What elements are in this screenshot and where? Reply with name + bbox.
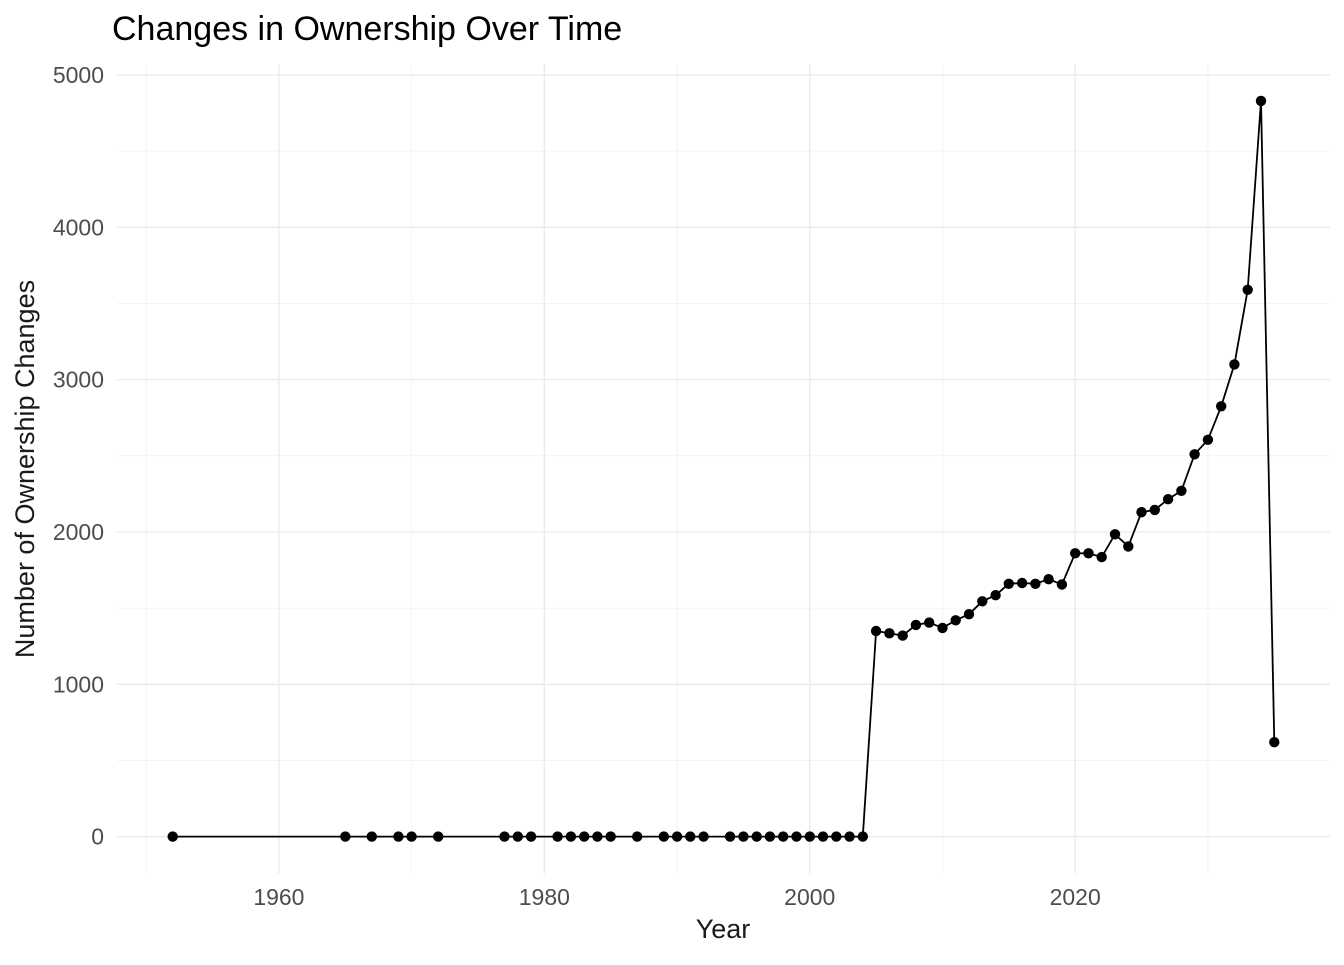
data-point bbox=[778, 831, 789, 842]
data-point bbox=[963, 609, 975, 620]
data-point bbox=[870, 625, 882, 637]
data-point bbox=[724, 831, 736, 842]
data-point bbox=[1083, 548, 1094, 559]
series-line bbox=[172, 100, 1276, 838]
data-point bbox=[565, 831, 577, 842]
data-point bbox=[340, 831, 351, 842]
data-point bbox=[950, 615, 961, 626]
gridlines-minor bbox=[117, 64, 1330, 874]
y-tick-label: 2000 bbox=[53, 519, 104, 545]
data-point bbox=[167, 831, 178, 842]
data-point bbox=[1030, 578, 1041, 589]
data-point bbox=[1123, 541, 1134, 552]
x-axis-title: Year bbox=[696, 914, 751, 944]
data-point bbox=[671, 831, 683, 842]
data-point bbox=[1016, 577, 1028, 589]
data-point bbox=[499, 831, 510, 842]
y-axis-tick-labels: 0 1000 2000 3000 4000 5000 bbox=[53, 62, 104, 850]
data-point bbox=[698, 831, 709, 842]
data-point bbox=[1043, 574, 1054, 585]
x-axis-tick-labels: 1960 1980 2000 2020 bbox=[253, 884, 1100, 910]
y-tick-label: 5000 bbox=[53, 62, 104, 88]
data-point bbox=[1070, 548, 1081, 559]
data-point bbox=[791, 831, 802, 842]
data-point bbox=[937, 622, 948, 634]
data-point bbox=[884, 628, 895, 639]
data-point bbox=[1242, 284, 1253, 295]
chart-title: Changes in Ownership Over Time bbox=[112, 10, 622, 48]
x-tick-label: 2000 bbox=[784, 884, 835, 910]
data-point bbox=[990, 590, 1001, 601]
data-point bbox=[1149, 504, 1161, 516]
data-point bbox=[1056, 579, 1068, 590]
data-series bbox=[167, 95, 1280, 842]
data-point bbox=[844, 831, 855, 842]
data-point bbox=[632, 831, 643, 842]
data-point bbox=[406, 831, 417, 842]
data-point bbox=[1202, 434, 1214, 445]
x-tick-label: 2020 bbox=[1050, 884, 1101, 910]
data-point bbox=[1162, 494, 1174, 505]
data-point bbox=[1136, 507, 1147, 518]
data-point bbox=[1269, 737, 1280, 748]
data-point bbox=[579, 831, 590, 842]
data-point bbox=[764, 831, 776, 842]
data-point bbox=[366, 831, 377, 842]
data-point bbox=[1176, 485, 1187, 496]
data-point bbox=[393, 831, 404, 842]
data-point bbox=[1189, 449, 1200, 460]
y-tick-label: 4000 bbox=[53, 214, 104, 240]
x-tick-label: 1960 bbox=[253, 884, 304, 910]
gridlines-major bbox=[117, 64, 1330, 874]
data-point bbox=[592, 831, 603, 842]
y-tick-label: 0 bbox=[91, 824, 104, 850]
y-tick-label: 3000 bbox=[53, 367, 104, 393]
data-point bbox=[525, 831, 537, 842]
data-point bbox=[738, 831, 749, 842]
data-point bbox=[552, 831, 563, 842]
data-point bbox=[924, 617, 935, 628]
data-point bbox=[685, 831, 696, 842]
data-point bbox=[1096, 551, 1107, 563]
data-point bbox=[831, 831, 842, 842]
x-tick-label: 1980 bbox=[519, 884, 570, 910]
data-point bbox=[977, 596, 988, 607]
y-axis-title: Number of Ownership Changes bbox=[10, 280, 40, 658]
data-point bbox=[1109, 529, 1121, 540]
data-point bbox=[897, 630, 908, 641]
data-point bbox=[751, 831, 762, 842]
data-point bbox=[1003, 578, 1014, 589]
data-point bbox=[512, 831, 523, 842]
data-point bbox=[857, 831, 868, 842]
data-point bbox=[910, 619, 922, 631]
data-point bbox=[1216, 401, 1227, 412]
data-point bbox=[433, 831, 444, 842]
data-point bbox=[658, 831, 669, 842]
y-tick-label: 1000 bbox=[53, 671, 104, 697]
data-point bbox=[817, 831, 829, 842]
data-point bbox=[1229, 359, 1240, 370]
data-point bbox=[804, 831, 815, 842]
data-point bbox=[605, 831, 616, 842]
data-point bbox=[1255, 95, 1267, 107]
